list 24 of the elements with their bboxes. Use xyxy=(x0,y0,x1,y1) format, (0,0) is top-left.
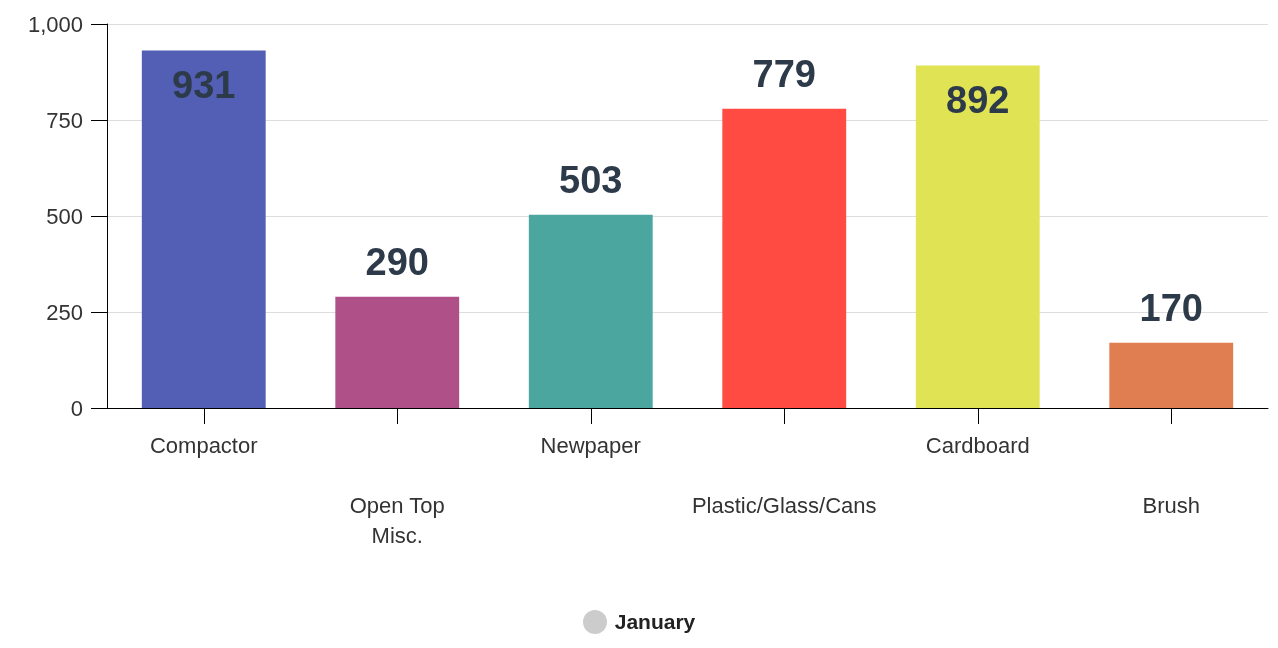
text: January xyxy=(614,610,696,634)
data-label: 779 xyxy=(752,52,816,95)
data-label: 290 xyxy=(365,240,429,283)
x-tick-label: Cardboard xyxy=(925,432,1030,458)
bar xyxy=(141,50,266,408)
bar xyxy=(1109,342,1234,408)
x-tick-label: Plastic/Glass/Cans xyxy=(691,492,877,518)
y-tick-label: 500 xyxy=(46,203,83,229)
x-tick-label: Newpaper xyxy=(540,432,641,458)
bar xyxy=(528,214,653,408)
y-tick-label: 750 xyxy=(46,107,83,133)
x-tick-label: Brush xyxy=(1142,492,1200,518)
x-tick-label: Open Top Misc. xyxy=(349,492,445,548)
data-label: 931 xyxy=(172,64,236,107)
bar xyxy=(915,65,1040,408)
bar xyxy=(722,108,847,408)
bar xyxy=(335,296,460,408)
data-label: 170 xyxy=(1139,286,1203,329)
y-tick-label: 1,000 xyxy=(27,11,83,37)
data-label: 892 xyxy=(946,79,1010,122)
data-label: 503 xyxy=(559,158,623,201)
y-tick-label: 250 xyxy=(46,299,83,325)
x-tick-label: Compactor xyxy=(149,432,258,458)
y-tick-label: 0 xyxy=(70,395,83,421)
